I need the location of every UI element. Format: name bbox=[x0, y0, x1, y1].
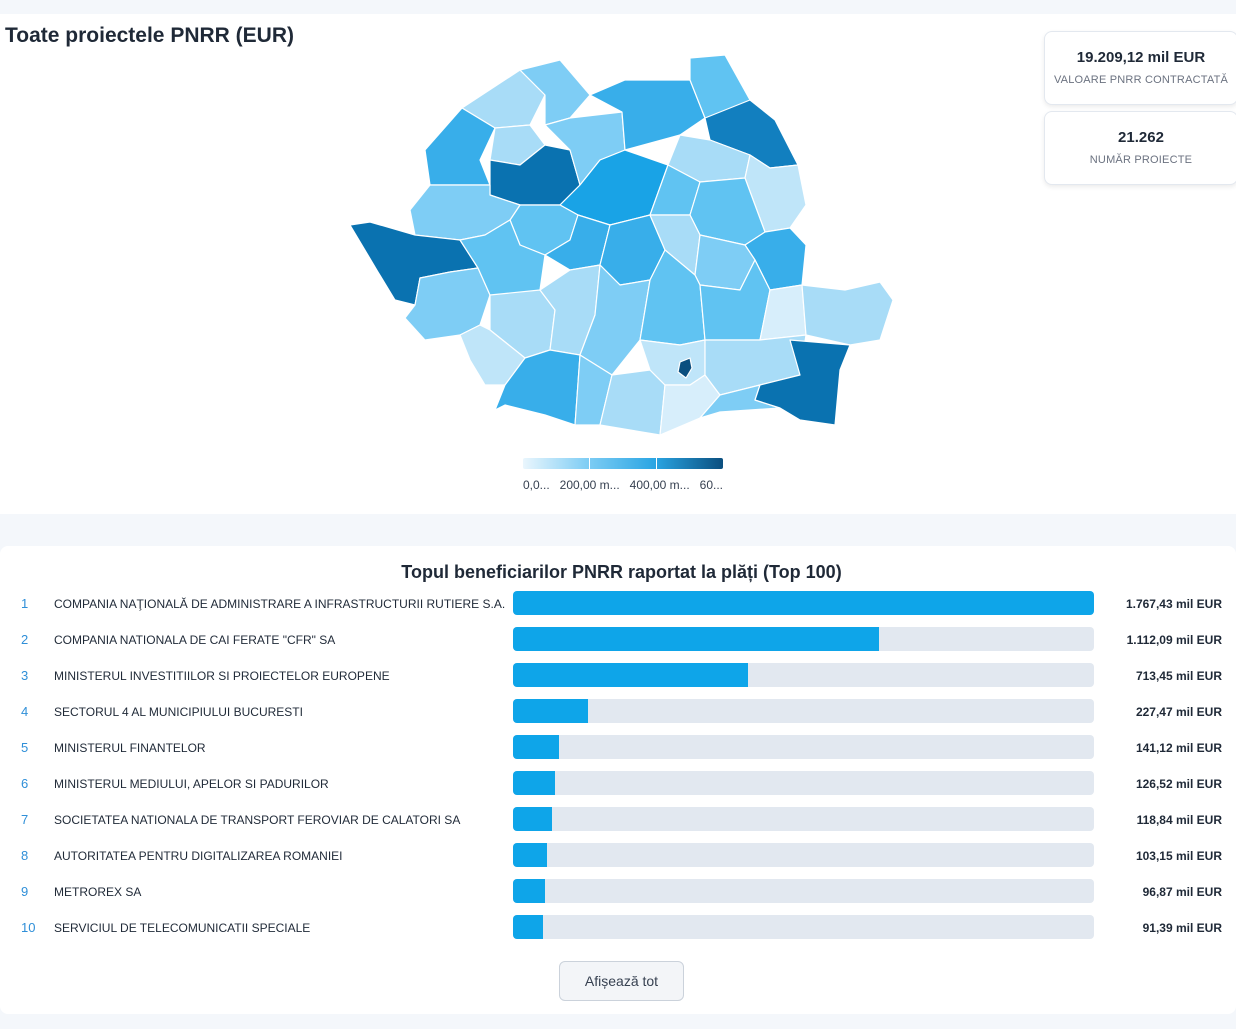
row-rank: 6 bbox=[21, 776, 29, 791]
beneficiary-row[interactable]: 8 AUTORITATEA PENTRU DIGITALIZAREA ROMAN… bbox=[0, 842, 1236, 878]
county-region[interactable] bbox=[579, 264, 651, 376]
kpi-card-contracted-value: 19.209,12 mil EUR VALOARE PNRR CONTRACTA… bbox=[1044, 31, 1236, 105]
row-rank: 10 bbox=[21, 920, 36, 935]
row-name: MINISTERUL INVESTITIILOR SI PROIECTELOR … bbox=[54, 669, 390, 683]
row-rank: 3 bbox=[21, 668, 29, 683]
bar-track bbox=[513, 735, 1094, 759]
bar-fill bbox=[513, 699, 588, 723]
beneficiary-row[interactable]: 3 MINISTERUL INVESTITIILOR SI PROIECTELO… bbox=[0, 662, 1236, 698]
row-rank: 5 bbox=[21, 740, 29, 755]
beneficiaries-list: 1 COMPANIA NAŢIONALĂ DE ADMINISTRARE A I… bbox=[0, 590, 1236, 950]
row-name: MINISTERUL FINANTELOR bbox=[54, 741, 206, 755]
bar-fill bbox=[513, 627, 879, 651]
bar-track bbox=[513, 879, 1094, 903]
beneficiary-row[interactable]: 7 SOCIETATEA NATIONALA DE TRANSPORT FERO… bbox=[0, 806, 1236, 842]
row-value: 103,15 mil EUR bbox=[1135, 849, 1222, 863]
bar-track bbox=[513, 915, 1094, 939]
beneficiary-row[interactable]: 1 COMPANIA NAŢIONALĂ DE ADMINISTRARE A I… bbox=[0, 590, 1236, 626]
kpi-value: 19.209,12 mil EUR bbox=[1076, 49, 1206, 66]
kpi-value: 21.262 bbox=[1118, 129, 1164, 146]
row-value: 227,47 mil EUR bbox=[1135, 705, 1222, 719]
row-value: 118,84 mil EUR bbox=[1136, 813, 1222, 827]
beneficiary-row[interactable]: 9 METROREX SA 96,87 mil EUR bbox=[0, 878, 1236, 914]
row-rank: 9 bbox=[21, 884, 29, 899]
row-value: 1.112,09 mil EUR bbox=[1126, 633, 1222, 647]
row-rank: 1 bbox=[21, 596, 29, 611]
row-rank: 7 bbox=[21, 812, 29, 827]
romania-county-map[interactable] bbox=[340, 50, 900, 445]
county-region[interactable] bbox=[754, 339, 851, 426]
row-name: SOCIETATEA NATIONALA DE TRANSPORT FEROVI… bbox=[54, 813, 461, 827]
kpi-card-project-count: 21.262 NUMĂR PROIECTE bbox=[1044, 111, 1236, 185]
county-region[interactable] bbox=[589, 79, 706, 151]
row-name: SERVICIUL DE TELECOMUNICATII SPECIALE bbox=[54, 921, 311, 935]
row-value: 126,52 mil EUR bbox=[1135, 777, 1222, 791]
bar-track bbox=[513, 699, 1094, 723]
kpi-label: VALOARE PNRR CONTRACTATĂ bbox=[1053, 74, 1229, 86]
beneficiary-row[interactable]: 5 MINISTERUL FINANTELOR 141,12 mil EUR bbox=[0, 734, 1236, 770]
bar-fill bbox=[513, 591, 1094, 615]
bar-track bbox=[513, 663, 1094, 687]
bar-fill bbox=[513, 807, 553, 831]
row-rank: 4 bbox=[21, 704, 29, 719]
legend-label: 60... bbox=[699, 478, 723, 492]
row-name: AUTORITATEA PENTRU DIGITALIZAREA ROMANIE… bbox=[54, 849, 343, 863]
beneficiary-row[interactable]: 4 SECTORUL 4 AL MUNICIPIULUI BUCURESTI 2… bbox=[0, 698, 1236, 734]
row-value: 96,87 mil EUR bbox=[1142, 885, 1222, 899]
legend-label: 0,0... bbox=[523, 478, 550, 492]
bar-fill bbox=[513, 771, 555, 795]
row-rank: 8 bbox=[21, 848, 29, 863]
top-beneficiaries-title: Topul beneficiarilor PNRR raportat la pl… bbox=[401, 562, 842, 582]
row-name: SECTORUL 4 AL MUNICIPIULUI BUCURESTI bbox=[54, 705, 303, 719]
bar-fill bbox=[513, 843, 547, 867]
row-name: MINISTERUL MEDIULUI, APELOR SI PADURILOR bbox=[54, 777, 329, 791]
bar-track bbox=[513, 627, 1094, 651]
county-region[interactable] bbox=[494, 349, 581, 426]
map-title: Toate proiectele PNRR (EUR) bbox=[5, 24, 294, 47]
row-value: 141,12 mil EUR bbox=[1135, 741, 1222, 755]
bar-track bbox=[513, 591, 1094, 615]
beneficiary-row[interactable]: 10 SERVICIUL DE TELECOMUNICATII SPECIALE… bbox=[0, 914, 1236, 950]
county-region-bucharest[interactable] bbox=[677, 357, 693, 379]
bar-fill bbox=[513, 915, 544, 939]
bar-track bbox=[513, 771, 1094, 795]
bar-fill bbox=[513, 663, 748, 687]
legend-color-scale bbox=[523, 458, 723, 469]
row-name: COMPANIA NAŢIONALĂ DE ADMINISTRARE A INF… bbox=[54, 597, 506, 611]
legend-label: 400,00 m... bbox=[629, 478, 690, 492]
show-all-button[interactable]: Afișează tot bbox=[559, 961, 684, 1001]
kpi-label: NUMĂR PROIECTE bbox=[1089, 154, 1193, 166]
bar-track bbox=[513, 843, 1094, 867]
row-rank: 2 bbox=[21, 632, 29, 647]
legend-label: 200,00 m... bbox=[559, 478, 620, 492]
beneficiary-row[interactable]: 2 COMPANIA NATIONALA DE CAI FERATE "CFR"… bbox=[0, 626, 1236, 662]
beneficiary-row[interactable]: 6 MINISTERUL MEDIULUI, APELOR SI PADURIL… bbox=[0, 770, 1236, 806]
row-value: 1.767,43 mil EUR bbox=[1125, 597, 1222, 611]
county-region[interactable] bbox=[801, 281, 894, 346]
bar-fill bbox=[513, 735, 560, 759]
bar-track bbox=[513, 807, 1094, 831]
row-name: COMPANIA NATIONALA DE CAI FERATE "CFR" S… bbox=[54, 633, 336, 647]
row-value: 713,45 mil EUR bbox=[1135, 669, 1222, 683]
map-legend: 0,0... 200,00 m... 400,00 m... 60... bbox=[523, 458, 723, 492]
row-name: METROREX SA bbox=[54, 885, 142, 899]
row-value: 91,39 mil EUR bbox=[1142, 921, 1222, 935]
bar-fill bbox=[513, 879, 545, 903]
